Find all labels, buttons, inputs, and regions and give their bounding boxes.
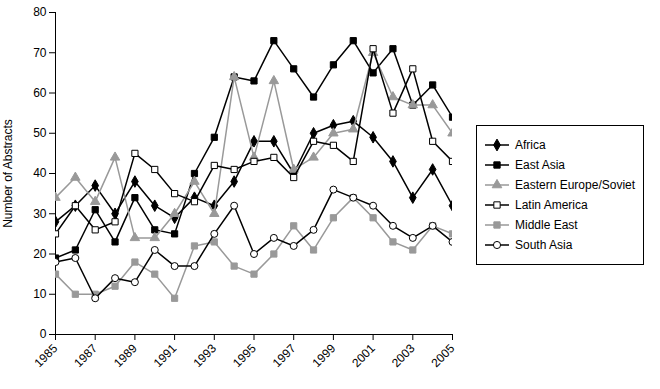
svg-text:1993: 1993 (190, 341, 219, 370)
svg-text:70: 70 (33, 46, 47, 60)
svg-text:1989: 1989 (111, 341, 140, 370)
svg-text:20: 20 (33, 247, 47, 261)
svg-text:1995: 1995 (230, 341, 259, 370)
svg-text:1987: 1987 (71, 341, 100, 370)
svg-text:80: 80 (33, 5, 47, 19)
html-text:Latin America: Latin America (515, 197, 588, 212)
svg-text:30: 30 (33, 207, 47, 221)
svg-text:50: 50 (33, 126, 47, 140)
svg-text:40: 40 (33, 166, 47, 180)
html-text:East Asia: East Asia (515, 157, 565, 172)
svg-text:2003: 2003 (389, 341, 418, 370)
svg-text:2001: 2001 (349, 341, 378, 370)
svg-text:2005: 2005 (429, 341, 458, 370)
svg-text:10: 10 (33, 287, 47, 301)
html-text:South Asia: South Asia (515, 237, 573, 252)
svg-text:1991: 1991 (151, 341, 180, 370)
svg-text:Number of Abstracts: Number of Abstracts (1, 119, 15, 228)
svg-text:60: 60 (33, 86, 47, 100)
html-text:Eastern Europe/Soviet: Eastern Europe/Soviet (515, 177, 636, 192)
html-text:Africa: Africa (515, 137, 546, 152)
svg-text:1985: 1985 (32, 341, 61, 370)
html-text:Middle East: Middle East (515, 217, 578, 232)
svg-text:0: 0 (40, 327, 47, 341)
svg-text:1997: 1997 (270, 341, 299, 370)
svg-text:1999: 1999 (309, 341, 338, 370)
